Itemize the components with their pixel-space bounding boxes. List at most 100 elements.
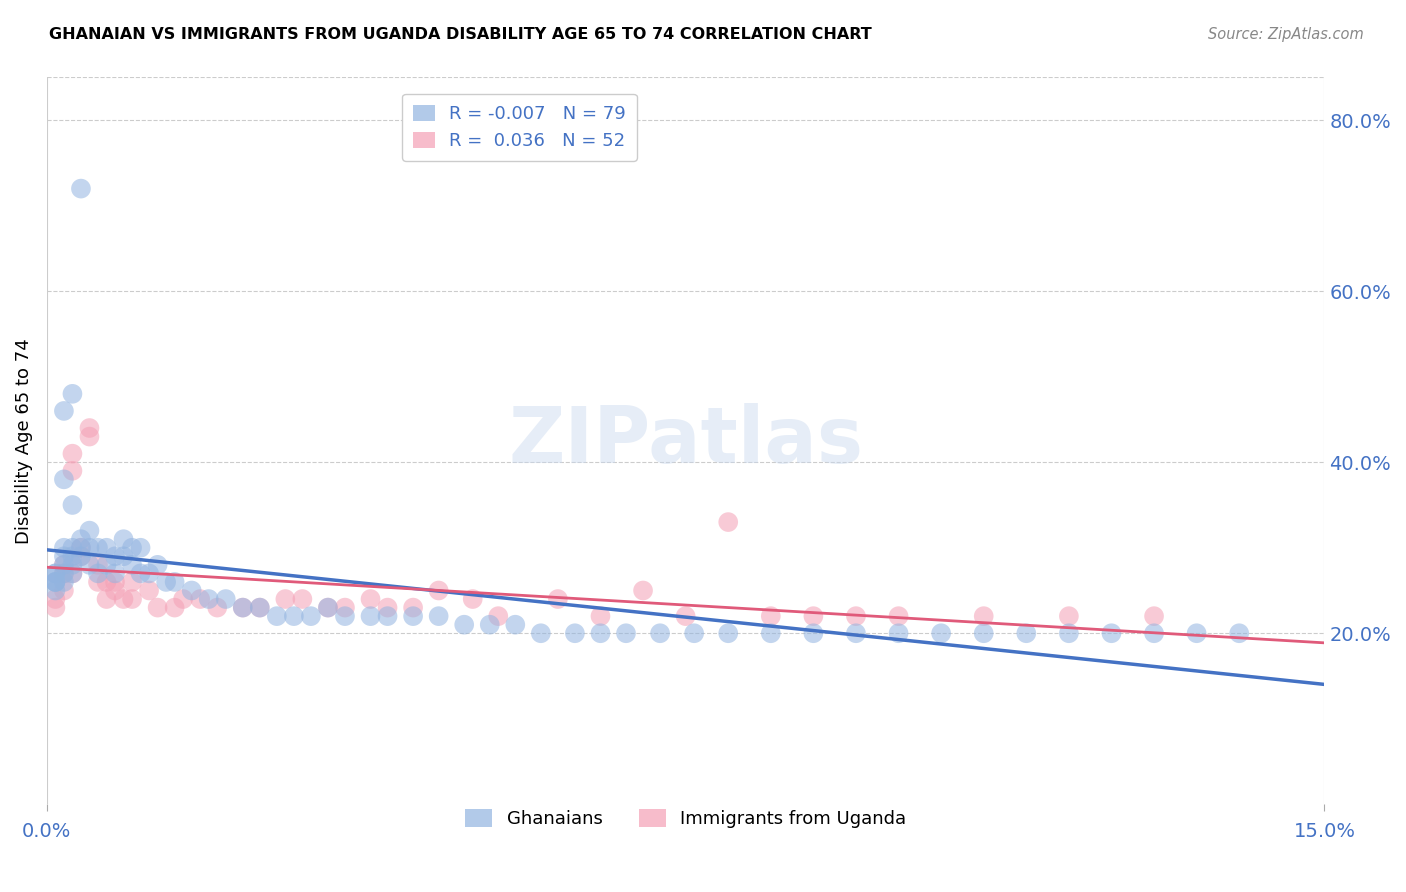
Point xyxy=(70,549,93,564)
Point xyxy=(121,558,143,572)
Point xyxy=(70,541,93,555)
Point xyxy=(121,541,143,555)
Point xyxy=(377,609,399,624)
Point xyxy=(172,592,194,607)
Text: Source: ZipAtlas.com: Source: ZipAtlas.com xyxy=(1208,27,1364,42)
Point xyxy=(478,617,501,632)
Point xyxy=(52,541,75,555)
Point xyxy=(163,574,186,589)
Point xyxy=(79,524,101,538)
Point xyxy=(486,609,509,624)
Point xyxy=(249,600,271,615)
Point xyxy=(360,592,382,607)
Point xyxy=(803,626,825,640)
Point xyxy=(215,592,238,607)
Point xyxy=(266,609,288,624)
Point xyxy=(1143,626,1166,640)
Point xyxy=(138,566,160,581)
Point xyxy=(52,574,75,589)
Point xyxy=(1143,609,1166,624)
Point xyxy=(453,617,475,632)
Point xyxy=(717,515,740,529)
Point xyxy=(70,532,93,546)
Point xyxy=(112,549,135,564)
Point xyxy=(44,574,66,589)
Point xyxy=(52,558,75,572)
Point xyxy=(333,609,356,624)
Point xyxy=(52,558,75,572)
Point xyxy=(62,558,84,572)
Point xyxy=(887,626,910,640)
Point xyxy=(87,558,110,572)
Point xyxy=(146,558,169,572)
Text: ZIPatlas: ZIPatlas xyxy=(508,403,863,479)
Point xyxy=(52,566,75,581)
Point xyxy=(427,609,450,624)
Point xyxy=(333,600,356,615)
Point xyxy=(52,549,75,564)
Point xyxy=(62,447,84,461)
Point xyxy=(547,592,569,607)
Point xyxy=(155,574,177,589)
Point xyxy=(887,609,910,624)
Point xyxy=(205,600,228,615)
Point xyxy=(138,583,160,598)
Point xyxy=(87,566,110,581)
Point xyxy=(62,566,84,581)
Y-axis label: Disability Age 65 to 74: Disability Age 65 to 74 xyxy=(15,338,32,544)
Point xyxy=(274,592,297,607)
Point xyxy=(96,574,118,589)
Point xyxy=(1227,626,1250,640)
Point xyxy=(62,541,84,555)
Point xyxy=(1057,626,1080,640)
Point xyxy=(163,600,186,615)
Point xyxy=(62,387,84,401)
Point xyxy=(803,609,825,624)
Point xyxy=(52,566,75,581)
Point xyxy=(188,592,211,607)
Point xyxy=(249,600,271,615)
Legend: Ghanaians, Immigrants from Uganda: Ghanaians, Immigrants from Uganda xyxy=(458,801,914,835)
Point xyxy=(461,592,484,607)
Point xyxy=(845,626,868,640)
Point xyxy=(44,566,66,581)
Point xyxy=(717,626,740,640)
Point xyxy=(845,609,868,624)
Point xyxy=(316,600,339,615)
Point xyxy=(104,566,127,581)
Point xyxy=(360,609,382,624)
Point xyxy=(232,600,254,615)
Point xyxy=(197,592,219,607)
Point xyxy=(44,592,66,607)
Point xyxy=(929,626,952,640)
Point xyxy=(283,609,305,624)
Point xyxy=(530,626,553,640)
Point xyxy=(129,541,152,555)
Point xyxy=(104,583,127,598)
Point xyxy=(1057,609,1080,624)
Point xyxy=(62,566,84,581)
Point xyxy=(87,541,110,555)
Point xyxy=(112,592,135,607)
Point xyxy=(96,541,118,555)
Point xyxy=(683,626,706,640)
Point xyxy=(62,498,84,512)
Point xyxy=(79,558,101,572)
Point xyxy=(112,532,135,546)
Point xyxy=(79,429,101,443)
Point xyxy=(62,464,84,478)
Point xyxy=(146,600,169,615)
Point xyxy=(44,566,66,581)
Point xyxy=(96,592,118,607)
Point xyxy=(44,583,66,598)
Point xyxy=(70,549,93,564)
Point xyxy=(121,574,143,589)
Point xyxy=(52,583,75,598)
Point xyxy=(1015,626,1038,640)
Point xyxy=(62,549,84,564)
Point xyxy=(129,566,152,581)
Point xyxy=(427,583,450,598)
Point xyxy=(299,609,322,624)
Point xyxy=(402,600,425,615)
Point xyxy=(759,626,782,640)
